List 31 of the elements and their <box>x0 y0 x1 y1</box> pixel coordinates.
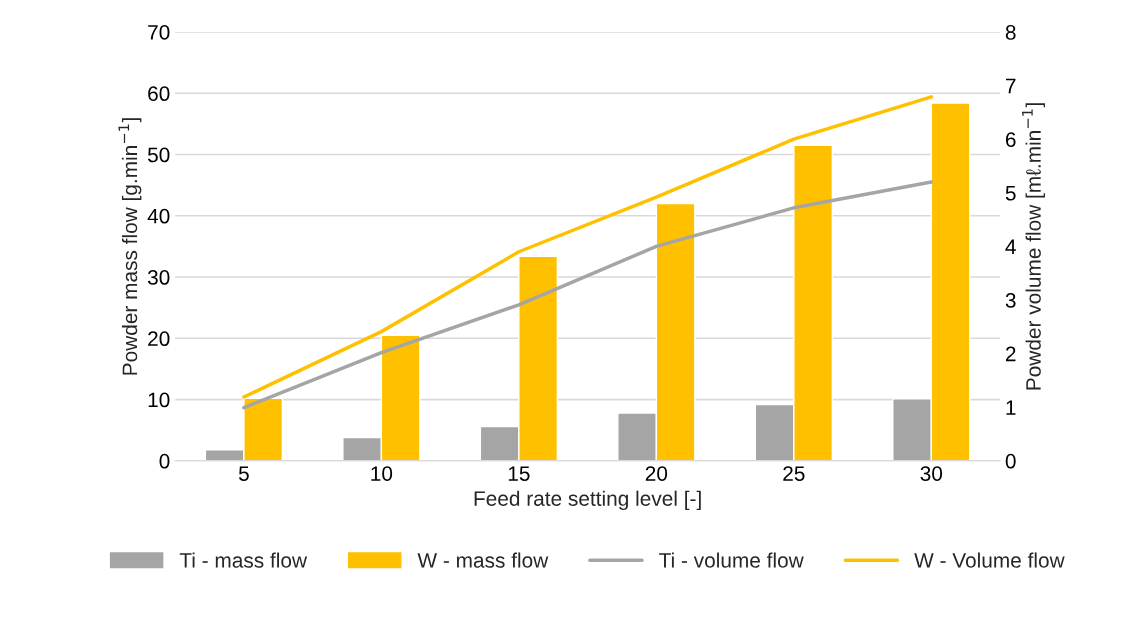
y-tick-label: 0 <box>159 453 170 469</box>
y2-tick-label: 1 <box>1006 400 1016 415</box>
y2-axis-title: Powder volume flow [mℓ.min$^{−1}$] <box>1022 103 1045 390</box>
y2-tick-label: 4 <box>1005 239 1016 254</box>
x-tick-label: 25 <box>783 466 805 481</box>
x-tick-label: 20 <box>645 466 668 481</box>
line-series <box>242 180 934 410</box>
y-tick-label: 40 <box>147 208 170 224</box>
x-tick-label: 5 <box>238 466 249 481</box>
legend-label: W - Volume flow <box>914 552 1065 568</box>
y2-tick-label: 6 <box>1005 132 1016 147</box>
y-tick-label: 70 <box>148 25 170 40</box>
y2-tick-label: 7 <box>1005 78 1016 94</box>
y-axis-title: Powder mass flow [g.min$^{−1}$] <box>118 118 142 375</box>
legend-label: Ti - volume flow <box>659 552 804 568</box>
legend-label: W - mass flow <box>417 552 549 568</box>
y2-tick-label: 5 <box>1005 186 1016 201</box>
y2-tick-label: 8 <box>1005 25 1016 40</box>
x-tick-label: 15 <box>508 466 530 481</box>
x-axis-title: Feed rate setting level [-] <box>474 490 701 511</box>
x-tick-label: 10 <box>371 466 393 481</box>
y-tick-label: 10 <box>148 392 170 408</box>
y-tick-label: 50 <box>147 147 170 163</box>
y2-tick-label: 3 <box>1005 293 1016 308</box>
y2-tick-label: 0 <box>1005 453 1016 469</box>
y-tick-label: 60 <box>148 86 170 102</box>
legend-label: Ti - mass flow <box>179 552 308 568</box>
x-tick-label: 30 <box>920 466 943 481</box>
y-tick-label: 20 <box>148 331 170 347</box>
y-tick-label: 30 <box>147 270 170 285</box>
y2-tick-label: 2 <box>1005 346 1016 362</box>
